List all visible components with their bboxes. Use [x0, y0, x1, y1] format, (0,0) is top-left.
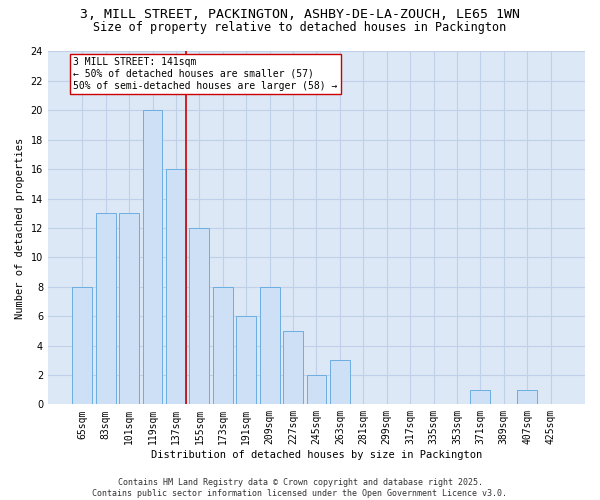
Bar: [517, 390, 537, 404]
Bar: [73, 286, 92, 405]
Bar: [190, 228, 209, 404]
Y-axis label: Number of detached properties: Number of detached properties: [15, 138, 25, 318]
Bar: [260, 286, 280, 405]
Bar: [96, 213, 116, 404]
Bar: [470, 390, 490, 404]
Bar: [330, 360, 350, 405]
Text: Size of property relative to detached houses in Packington: Size of property relative to detached ho…: [94, 21, 506, 34]
Bar: [236, 316, 256, 404]
Text: Contains HM Land Registry data © Crown copyright and database right 2025.
Contai: Contains HM Land Registry data © Crown c…: [92, 478, 508, 498]
Bar: [166, 169, 186, 404]
Bar: [119, 213, 139, 404]
Bar: [283, 331, 303, 404]
X-axis label: Distribution of detached houses by size in Packington: Distribution of detached houses by size …: [151, 450, 482, 460]
Bar: [143, 110, 163, 405]
Text: 3 MILL STREET: 141sqm
← 50% of detached houses are smaller (57)
50% of semi-deta: 3 MILL STREET: 141sqm ← 50% of detached …: [73, 58, 337, 90]
Bar: [213, 286, 233, 405]
Bar: [307, 375, 326, 404]
Text: 3, MILL STREET, PACKINGTON, ASHBY-DE-LA-ZOUCH, LE65 1WN: 3, MILL STREET, PACKINGTON, ASHBY-DE-LA-…: [80, 8, 520, 20]
